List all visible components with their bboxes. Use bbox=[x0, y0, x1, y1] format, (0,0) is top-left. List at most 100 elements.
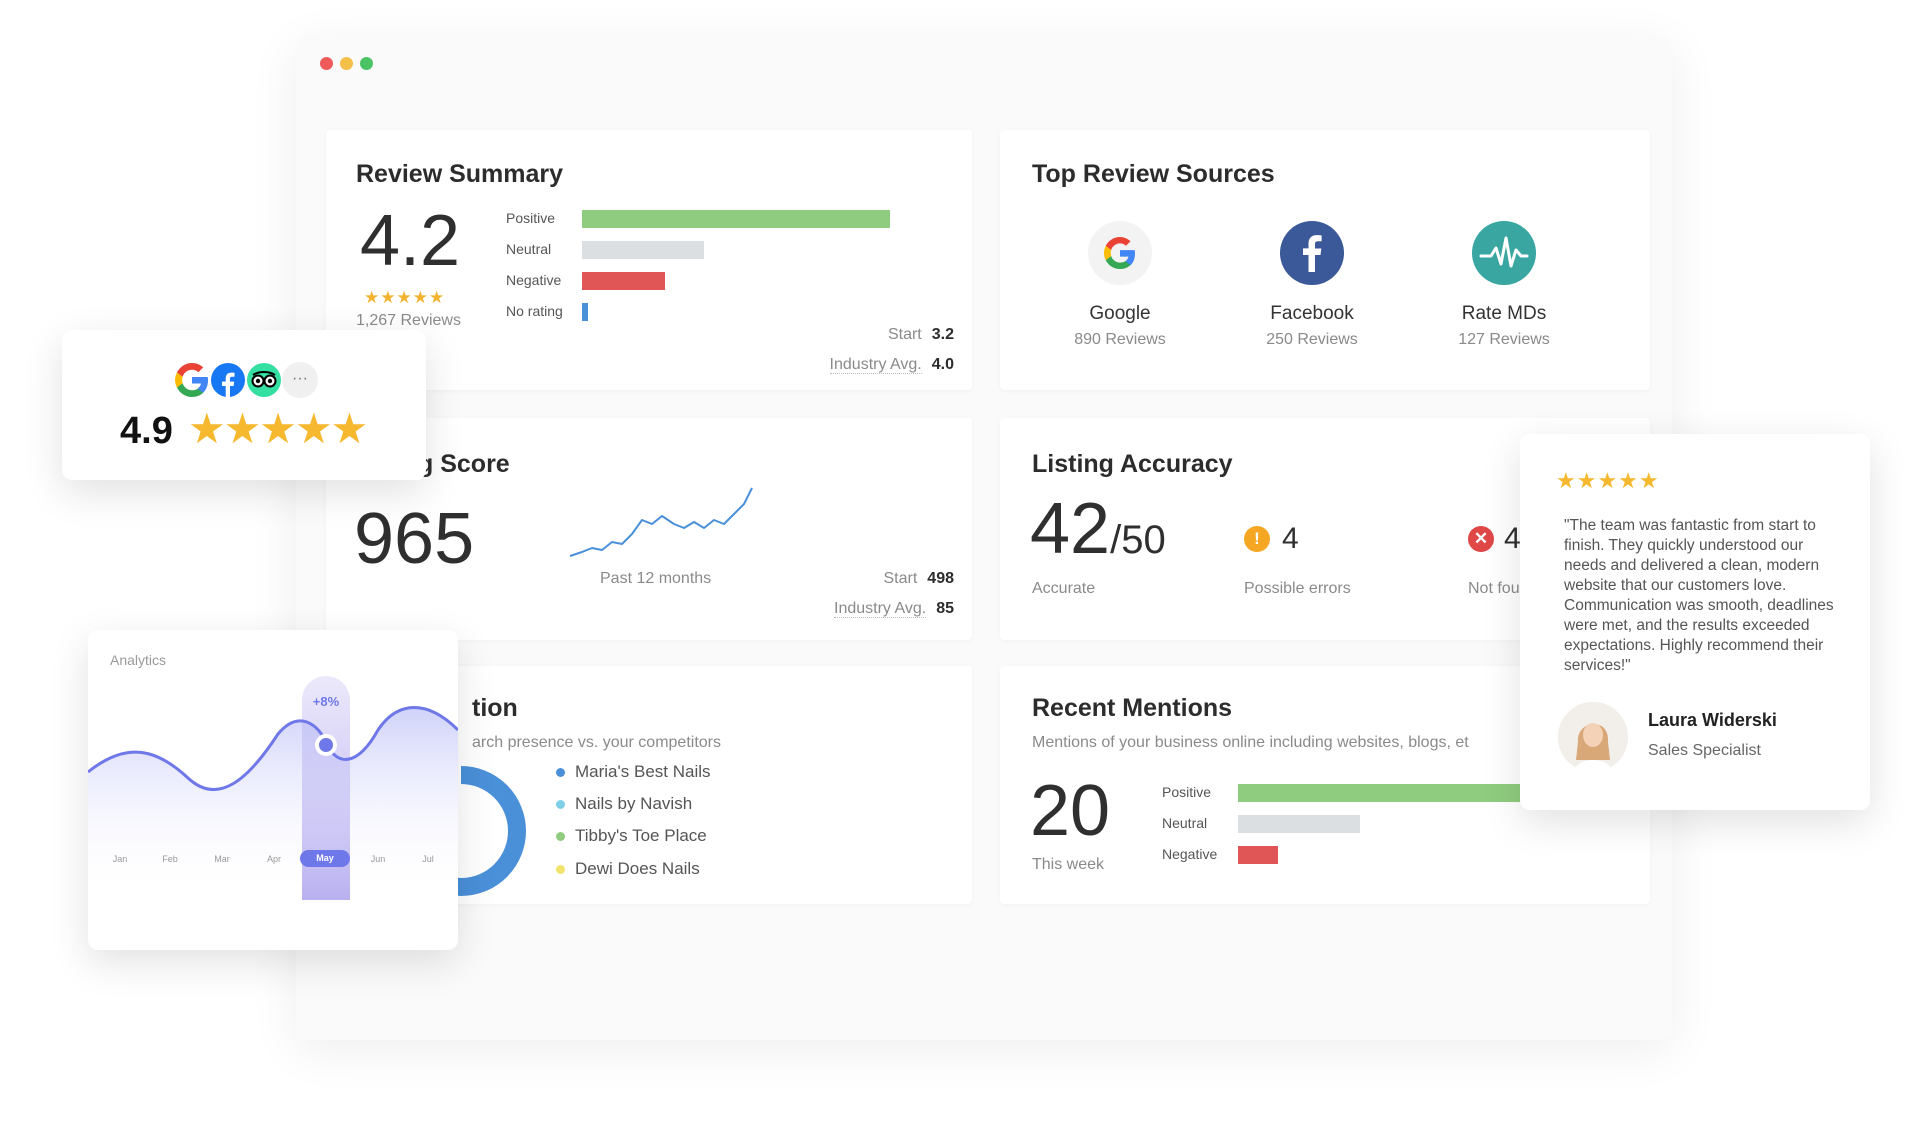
source-reviews: 890 Reviews bbox=[1074, 331, 1166, 348]
mentions-count: 20 bbox=[1030, 771, 1111, 851]
review-bar-positive bbox=[582, 210, 890, 228]
bar-label-no-rating: No rating bbox=[506, 303, 563, 319]
review-industry-label: Industry Avg. bbox=[829, 356, 922, 374]
bar-label-negative: Negative bbox=[506, 272, 562, 288]
avatar-portrait-icon bbox=[1558, 702, 1628, 772]
legend-dot bbox=[556, 865, 565, 875]
mentions-count-label: This week bbox=[1032, 856, 1105, 873]
bar-label-positive: Positive bbox=[506, 210, 556, 226]
mentions-bar-label-negative: Negative bbox=[1162, 846, 1218, 862]
source-reviews: 250 Reviews bbox=[1266, 331, 1358, 348]
analytics-month-label[interactable]: Feb bbox=[162, 854, 178, 864]
legend-dot bbox=[556, 832, 565, 842]
accuracy-value: 42/50 bbox=[1030, 488, 1166, 570]
recent-mentions-title: Recent Mentions bbox=[1032, 694, 1233, 722]
analytics-title: Analytics bbox=[110, 652, 167, 668]
analytics-month-label[interactable]: Jun bbox=[370, 854, 386, 864]
facebook-icon bbox=[1280, 221, 1344, 285]
review-start-value: 3.2 bbox=[931, 326, 954, 343]
warning-icon: ! bbox=[1244, 526, 1270, 552]
window-close-dot[interactable] bbox=[320, 57, 333, 70]
testimonial-card: ★★★★★ "The team was fantastic from start… bbox=[1520, 434, 1870, 810]
competitor-legend-item: Maria's Best Nails bbox=[556, 762, 711, 782]
source-reviews: 127 Reviews bbox=[1458, 331, 1550, 348]
review-start: Start 3.2 bbox=[888, 326, 954, 344]
analytics-card: Analytics +8% Jan Feb Mar Apr May Jun Ju… bbox=[88, 630, 458, 950]
analytics-month-label[interactable]: Jan bbox=[112, 854, 128, 864]
testimonial-stars: ★★★★★ bbox=[1556, 468, 1660, 493]
accuracy-total: /50 bbox=[1110, 518, 1166, 562]
analytics-month-label[interactable]: Jul bbox=[422, 854, 434, 864]
accuracy-errors-label: Possible errors bbox=[1244, 580, 1351, 597]
rating-value: 4.9 bbox=[120, 410, 173, 452]
source-name: Facebook bbox=[1270, 303, 1354, 324]
review-bar-neutral bbox=[582, 241, 704, 259]
mentions-bar-label-positive: Positive bbox=[1162, 784, 1212, 800]
competitor-legend-item: Nails by Navish bbox=[556, 794, 692, 814]
tripadvisor-icon bbox=[247, 363, 281, 397]
facebook-icon bbox=[211, 363, 245, 397]
listing-score-sparkline bbox=[569, 487, 753, 557]
listing-score-card: g Score 965 Past 12 months Start 498 Indu… bbox=[326, 418, 972, 640]
accuracy-accurate-value: 42 bbox=[1030, 489, 1111, 569]
review-start-label: Start bbox=[887, 326, 922, 343]
google-icon bbox=[175, 363, 208, 397]
review-industry: Industry Avg. 4.0 bbox=[829, 356, 954, 374]
window-minimize-dot[interactable] bbox=[340, 57, 353, 70]
legend-label: Tibby's Toe Place bbox=[575, 826, 707, 845]
testimonial-name: Laura Widerski bbox=[1648, 710, 1777, 730]
error-x-icon: ✕ bbox=[1468, 526, 1494, 552]
review-industry-value: 4.0 bbox=[931, 356, 954, 373]
more-icon[interactable]: ··· bbox=[282, 362, 318, 398]
source-name: Google bbox=[1089, 303, 1151, 324]
listing-industry: Industry Avg. 85 bbox=[834, 600, 954, 618]
competition-subtitle: arch presence vs. your competitors bbox=[472, 734, 721, 751]
accuracy-notfound-label: Not fou bbox=[1468, 580, 1520, 597]
analytics-badge: +8% bbox=[312, 694, 340, 709]
review-score: 4.2 bbox=[360, 201, 461, 281]
listing-start: Start 498 bbox=[884, 570, 955, 588]
bar-label-neutral: Neutral bbox=[506, 241, 552, 257]
mentions-bar-label-neutral: Neutral bbox=[1162, 815, 1208, 831]
source-google[interactable]: Google 890 Reviews bbox=[1030, 220, 1210, 349]
source-facebook[interactable]: Facebook 250 Reviews bbox=[1222, 220, 1402, 349]
legend-label: Dewi Does Nails bbox=[575, 859, 700, 878]
listing-industry-value: 85 bbox=[936, 600, 954, 617]
review-bar-negative bbox=[582, 272, 665, 290]
accuracy-accurate-label: Accurate bbox=[1032, 580, 1096, 597]
review-summary-title: Review Summary bbox=[356, 160, 564, 188]
mentions-bar-neutral bbox=[1238, 815, 1360, 833]
mentions-bar-positive bbox=[1238, 784, 1528, 802]
review-summary-card: Review Summary 4.2 ★★★★★ 1,267 Reviews P… bbox=[326, 130, 972, 390]
rating-badge-card: ··· 4.9 ★★★★★ bbox=[62, 330, 426, 480]
dashboard-window: Review Summary 4.2 ★★★★★ 1,267 Reviews P… bbox=[296, 36, 1672, 1040]
listing-score-value: 965 bbox=[354, 499, 475, 579]
avatar bbox=[1558, 702, 1628, 772]
google-icon bbox=[1088, 221, 1152, 285]
listing-start-label: Start bbox=[883, 570, 918, 587]
window-maximize-dot[interactable] bbox=[360, 57, 373, 70]
rating-stars: ★★★★★ bbox=[188, 405, 368, 452]
top-sources-title: Top Review Sources bbox=[1032, 160, 1275, 188]
analytics-month-label[interactable]: Mar bbox=[214, 854, 230, 864]
source-name: Rate MDs bbox=[1461, 303, 1547, 324]
legend-dot bbox=[556, 800, 565, 810]
accuracy-notfound-value: 4 bbox=[1504, 522, 1521, 555]
accuracy-errors-value: 4 bbox=[1282, 522, 1299, 555]
listing-start-value: 498 bbox=[927, 570, 954, 587]
competitor-legend-item: Dewi Does Nails bbox=[556, 859, 700, 879]
review-count: 1,267 Reviews bbox=[356, 312, 461, 329]
analytics-area-chart bbox=[88, 706, 458, 900]
analytics-month-active[interactable]: May bbox=[300, 850, 350, 867]
competition-title: tion bbox=[472, 694, 518, 722]
legend-dot bbox=[556, 768, 565, 778]
analytics-marker-dot[interactable] bbox=[315, 734, 337, 756]
analytics-month-label[interactable]: Apr bbox=[266, 854, 281, 864]
recent-mentions-subtitle: Mentions of your business online includi… bbox=[1032, 734, 1469, 751]
rate-mds-icon bbox=[1472, 221, 1536, 285]
listing-accuracy-title: Listing Accuracy bbox=[1032, 450, 1233, 478]
top-review-sources-card: Top Review Sources Google 890 Reviews Fa… bbox=[1000, 130, 1650, 390]
source-rate-mds[interactable]: Rate MDs 127 Reviews bbox=[1414, 220, 1594, 349]
review-stars: ★★★★★ bbox=[364, 288, 446, 307]
testimonial-quote: "The team was fantastic from start to fi… bbox=[1564, 517, 1834, 674]
